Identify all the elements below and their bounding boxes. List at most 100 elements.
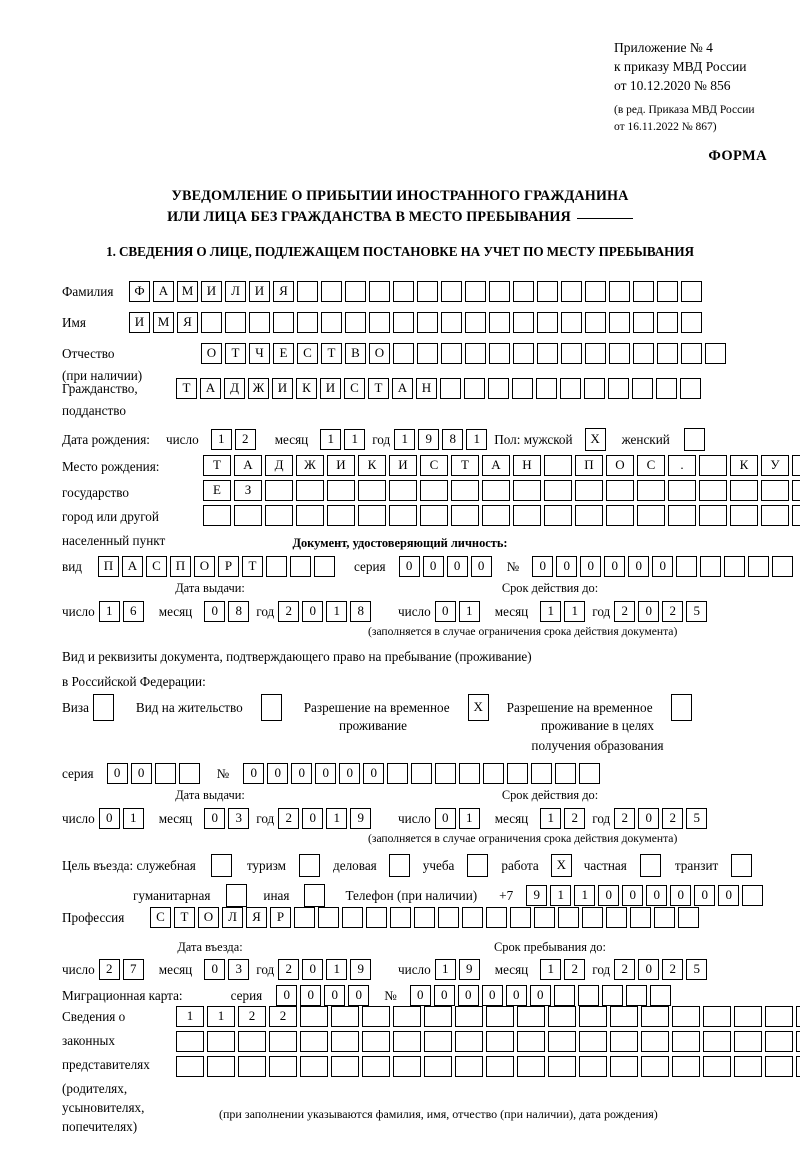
input-cell[interactable] (486, 907, 507, 928)
input-cell[interactable] (681, 312, 702, 333)
input-cell[interactable]: 0 (580, 556, 602, 577)
input-cell[interactable]: 9 (350, 959, 372, 980)
input-cell[interactable]: 0 (315, 763, 337, 784)
input-cell[interactable]: 1 (458, 601, 480, 622)
input-cell[interactable] (548, 1056, 576, 1077)
input-cell[interactable] (249, 312, 270, 333)
input-cell[interactable] (517, 1031, 545, 1052)
input-cell[interactable]: 1 (394, 429, 416, 450)
input-cell[interactable]: 0 (243, 763, 265, 784)
legal-rep-boxes-2[interactable] (176, 1031, 800, 1052)
input-cell[interactable] (393, 1006, 421, 1027)
purpose-tourism-checkbox[interactable] (299, 854, 321, 877)
input-cell[interactable] (579, 1056, 607, 1077)
input-cell[interactable] (633, 312, 654, 333)
input-cell[interactable] (417, 343, 438, 364)
input-cell[interactable]: 0 (106, 763, 128, 784)
input-cell[interactable] (362, 1056, 390, 1077)
input-cell[interactable]: 0 (457, 985, 479, 1006)
birth-place-boxes-3[interactable] (203, 505, 800, 526)
input-cell[interactable] (459, 763, 481, 784)
input-cell[interactable]: А (482, 455, 510, 476)
input-cell[interactable] (792, 505, 800, 526)
input-cell[interactable] (761, 480, 789, 501)
purpose-business-checkbox[interactable] (388, 854, 410, 877)
input-cell[interactable]: Ж (248, 378, 269, 399)
input-cell[interactable] (488, 378, 509, 399)
input-cell[interactable]: И (201, 281, 222, 302)
input-cell[interactable] (608, 378, 629, 399)
input-cell[interactable]: 0 (529, 985, 551, 1006)
input-cell[interactable] (512, 378, 533, 399)
input-cell[interactable]: 0 (670, 885, 692, 906)
input-cell[interactable]: 0 (628, 556, 650, 577)
input-cell[interactable]: П (98, 556, 119, 577)
input-cell[interactable] (517, 1056, 545, 1077)
input-cell[interactable]: Т (203, 455, 231, 476)
input-cell[interactable]: З (234, 480, 262, 501)
input-cell[interactable]: У (761, 455, 789, 476)
input-cell[interactable] (513, 480, 541, 501)
input-cell[interactable] (414, 907, 435, 928)
input-cell[interactable] (362, 1031, 390, 1052)
input-cell[interactable] (705, 343, 726, 364)
input-cell[interactable] (548, 1031, 576, 1052)
input-cell[interactable]: 2 (278, 959, 300, 980)
input-cell[interactable] (765, 1031, 793, 1052)
input-cell[interactable]: О (606, 455, 634, 476)
input-cell[interactable] (417, 312, 438, 333)
input-cell[interactable] (290, 556, 311, 577)
input-cell[interactable] (327, 480, 355, 501)
input-cell[interactable] (486, 1056, 514, 1077)
input-cell[interactable] (435, 763, 457, 784)
input-cell[interactable] (455, 1056, 483, 1077)
input-cell[interactable]: 2 (269, 1006, 297, 1027)
input-cell[interactable]: 6 (122, 601, 144, 622)
input-cell[interactable] (534, 907, 555, 928)
input-cell[interactable] (424, 1056, 452, 1077)
input-cell[interactable]: Т (321, 343, 342, 364)
input-cell[interactable]: 0 (532, 556, 554, 577)
input-cell[interactable]: 0 (652, 556, 674, 577)
input-cell[interactable] (649, 985, 671, 1006)
input-cell[interactable]: 0 (398, 556, 420, 577)
input-cell[interactable]: А (234, 455, 262, 476)
input-cell[interactable]: 9 (418, 429, 440, 450)
input-cell[interactable] (482, 505, 510, 526)
input-cell[interactable]: 0 (505, 985, 527, 1006)
input-cell[interactable] (358, 480, 386, 501)
input-cell[interactable] (700, 556, 722, 577)
input-cell[interactable] (517, 1006, 545, 1027)
input-cell[interactable] (176, 1031, 204, 1052)
input-cell[interactable]: Т (451, 455, 479, 476)
input-cell[interactable] (668, 505, 696, 526)
input-cell[interactable] (420, 505, 448, 526)
input-cell[interactable]: А (200, 378, 221, 399)
input-cell[interactable]: Е (273, 343, 294, 364)
input-cell[interactable] (560, 378, 581, 399)
visa-checkbox[interactable] (92, 694, 114, 721)
input-cell[interactable] (672, 1031, 700, 1052)
input-cell[interactable] (606, 505, 634, 526)
sex-female-checkbox[interactable] (683, 428, 705, 451)
input-cell[interactable] (537, 343, 558, 364)
input-cell[interactable]: 0 (409, 985, 431, 1006)
input-cell[interactable]: С (344, 378, 365, 399)
input-cell[interactable]: Я (246, 907, 267, 928)
input-cell[interactable] (610, 1056, 638, 1077)
input-cell[interactable]: 1 (207, 1006, 235, 1027)
input-cell[interactable] (489, 312, 510, 333)
input-cell[interactable]: 7 (122, 959, 144, 980)
